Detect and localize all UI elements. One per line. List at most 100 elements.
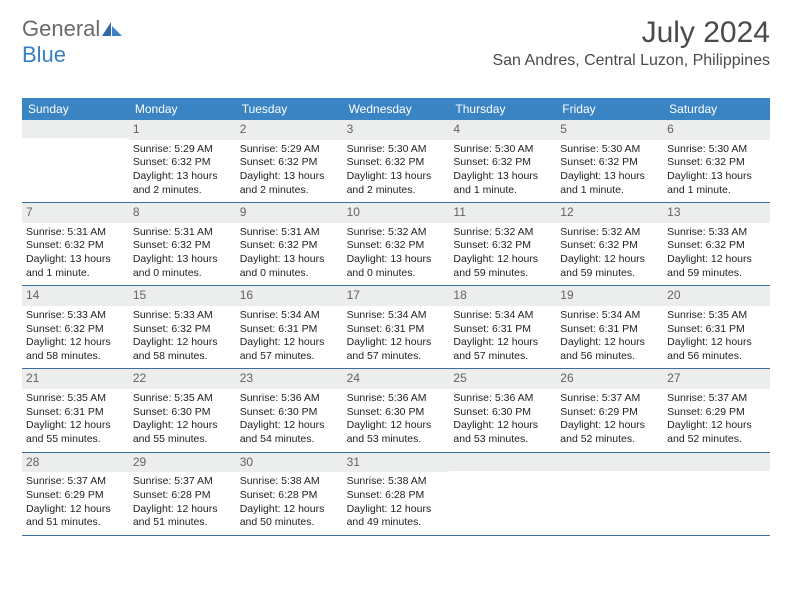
day-line: Sunrise: 5:29 AM: [133, 143, 232, 157]
day-line: Sunrise: 5:32 AM: [347, 226, 446, 240]
day-number: 16: [236, 286, 343, 306]
day-cell: 1Sunrise: 5:29 AMSunset: 6:32 PMDaylight…: [129, 120, 236, 202]
day-number: 2: [236, 120, 343, 140]
day-line: Sunrise: 5:32 AM: [560, 226, 659, 240]
day-line: Sunrise: 5:35 AM: [133, 392, 232, 406]
day-line: Daylight: 13 hours and 2 minutes.: [347, 170, 446, 197]
day-line: Sunset: 6:31 PM: [240, 323, 339, 337]
day-line: Sunrise: 5:30 AM: [560, 143, 659, 157]
day-line: Sunset: 6:31 PM: [560, 323, 659, 337]
day-number: 10: [343, 203, 450, 223]
day-line: Sunrise: 5:37 AM: [667, 392, 766, 406]
day-line: Sunrise: 5:31 AM: [240, 226, 339, 240]
day-line: Sunset: 6:32 PM: [240, 156, 339, 170]
day-line: Daylight: 12 hours and 53 minutes.: [347, 419, 446, 446]
day-number: 22: [129, 369, 236, 389]
day-line: Sunset: 6:31 PM: [667, 323, 766, 337]
day-line: Sunset: 6:32 PM: [347, 239, 446, 253]
weekday-mon: Monday: [129, 98, 236, 120]
week-row: 14Sunrise: 5:33 AMSunset: 6:32 PMDayligh…: [22, 286, 770, 369]
day-line: Sunrise: 5:37 AM: [560, 392, 659, 406]
day-cell: 2 Sunrise: 5:29 AMSunset: 6:32 PMDaylight…: [236, 120, 343, 202]
day-line: Daylight: 13 hours and 0 minutes.: [133, 253, 232, 280]
day-line: Sunset: 6:32 PM: [667, 156, 766, 170]
day-line: Sunset: 6:28 PM: [240, 489, 339, 503]
day-line: Daylight: 12 hours and 51 minutes.: [133, 503, 232, 530]
day-cell: 9Sunrise: 5:31 AMSunset: 6:32 PMDaylight…: [236, 203, 343, 285]
day-number: 7: [22, 203, 129, 223]
day-body: Sunrise: 5:32 AMSunset: 6:32 PMDaylight:…: [343, 223, 450, 286]
week-row: 28Sunrise: 5:37 AMSunset: 6:29 PMDayligh…: [22, 453, 770, 536]
day-line: Sunrise: 5:33 AM: [133, 309, 232, 323]
day-number: 18: [449, 286, 556, 306]
day-line: Sunset: 6:32 PM: [453, 156, 552, 170]
day-body: Sunrise: 5:35 AMSunset: 6:31 PMDaylight:…: [22, 389, 129, 452]
day-body: Sunrise: 5:38 AMSunset: 6:28 PMDaylight:…: [236, 472, 343, 535]
day-line: Sunrise: 5:38 AM: [347, 475, 446, 489]
day-number: 5: [556, 120, 663, 140]
day-line: Sunrise: 5:33 AM: [667, 226, 766, 240]
day-body: Sunrise: 5:34 AMSunset: 6:31 PMDaylight:…: [343, 306, 450, 369]
day-number: [556, 453, 663, 471]
day-line: Sunset: 6:29 PM: [26, 489, 125, 503]
day-cell: 12Sunrise: 5:32 AMSunset: 6:32 PMDayligh…: [556, 203, 663, 285]
day-body: Sunrise: 5:32 AMSunset: 6:32 PMDaylight:…: [556, 223, 663, 286]
day-body: [663, 471, 770, 531]
day-line: Daylight: 12 hours and 56 minutes.: [667, 336, 766, 363]
day-line: Sunset: 6:31 PM: [26, 406, 125, 420]
day-number: 17: [343, 286, 450, 306]
day-line: Sunrise: 5:31 AM: [26, 226, 125, 240]
day-line: Sunrise: 5:35 AM: [667, 309, 766, 323]
day-cell: 24Sunrise: 5:36 AMSunset: 6:30 PMDayligh…: [343, 369, 450, 451]
day-line: Sunrise: 5:34 AM: [240, 309, 339, 323]
calendar: Sunday Monday Tuesday Wednesday Thursday…: [22, 98, 770, 536]
day-cell: 27Sunrise: 5:37 AMSunset: 6:29 PMDayligh…: [663, 369, 770, 451]
day-line: Sunset: 6:30 PM: [240, 406, 339, 420]
weekday-sat: Saturday: [663, 98, 770, 120]
day-number: 12: [556, 203, 663, 223]
calendar-page: General July 2024 San Andres, Central Lu…: [0, 0, 792, 612]
day-number: 3: [343, 120, 450, 140]
weekday-sun: Sunday: [22, 98, 129, 120]
day-line: Daylight: 12 hours and 52 minutes.: [667, 419, 766, 446]
day-line: Daylight: 13 hours and 2 minutes.: [240, 170, 339, 197]
day-cell: [449, 453, 556, 535]
day-number: 27: [663, 369, 770, 389]
day-line: Daylight: 13 hours and 0 minutes.: [240, 253, 339, 280]
weekday-fri: Friday: [556, 98, 663, 120]
location: San Andres, Central Luzon, Philippines: [492, 52, 770, 70]
day-line: Daylight: 12 hours and 53 minutes.: [453, 419, 552, 446]
day-line: Sunrise: 5:36 AM: [240, 392, 339, 406]
day-body: [449, 471, 556, 531]
day-body: Sunrise: 5:33 AMSunset: 6:32 PMDaylight:…: [22, 306, 129, 369]
day-line: Daylight: 12 hours and 51 minutes.: [26, 503, 125, 530]
day-body: Sunrise: 5:37 AMSunset: 6:29 PMDaylight:…: [663, 389, 770, 452]
day-line: Sunrise: 5:29 AM: [240, 143, 339, 157]
day-line: Daylight: 13 hours and 1 minute.: [26, 253, 125, 280]
day-body: Sunrise: 5:30 AMSunset: 6:32 PMDaylight:…: [663, 140, 770, 203]
week-row: 1Sunrise: 5:29 AMSunset: 6:32 PMDaylight…: [22, 120, 770, 203]
day-line: Sunrise: 5:34 AM: [347, 309, 446, 323]
day-cell: 11Sunrise: 5:32 AMSunset: 6:32 PMDayligh…: [449, 203, 556, 285]
day-cell: 28Sunrise: 5:37 AMSunset: 6:29 PMDayligh…: [22, 453, 129, 535]
day-cell: 15Sunrise: 5:33 AMSunset: 6:32 PMDayligh…: [129, 286, 236, 368]
day-body: Sunrise: 5:31 AMSunset: 6:32 PMDaylight:…: [22, 223, 129, 286]
day-number: 23: [236, 369, 343, 389]
day-line: Sunset: 6:32 PM: [560, 156, 659, 170]
day-number: 24: [343, 369, 450, 389]
day-line: Sunset: 6:32 PM: [240, 239, 339, 253]
day-number: [22, 120, 129, 138]
day-line: Daylight: 13 hours and 1 minute.: [453, 170, 552, 197]
day-body: Sunrise: 5:31 AMSunset: 6:32 PMDaylight:…: [129, 223, 236, 286]
day-line: Daylight: 12 hours and 57 minutes.: [240, 336, 339, 363]
brand-part1: General: [22, 16, 100, 42]
day-body: Sunrise: 5:38 AMSunset: 6:28 PMDaylight:…: [343, 472, 450, 535]
day-line: Daylight: 13 hours and 2 minutes.: [133, 170, 232, 197]
day-cell: [556, 453, 663, 535]
day-cell: 26Sunrise: 5:37 AMSunset: 6:29 PMDayligh…: [556, 369, 663, 451]
day-number: 26: [556, 369, 663, 389]
day-cell: 20 Sunrise: 5:35 AMSunset: 6:31 PMDayligh…: [663, 286, 770, 368]
day-line: Daylight: 12 hours and 58 minutes.: [26, 336, 125, 363]
day-body: Sunrise: 5:34 AMSunset: 6:31 PMDaylight:…: [449, 306, 556, 369]
day-number: 20: [663, 286, 770, 306]
